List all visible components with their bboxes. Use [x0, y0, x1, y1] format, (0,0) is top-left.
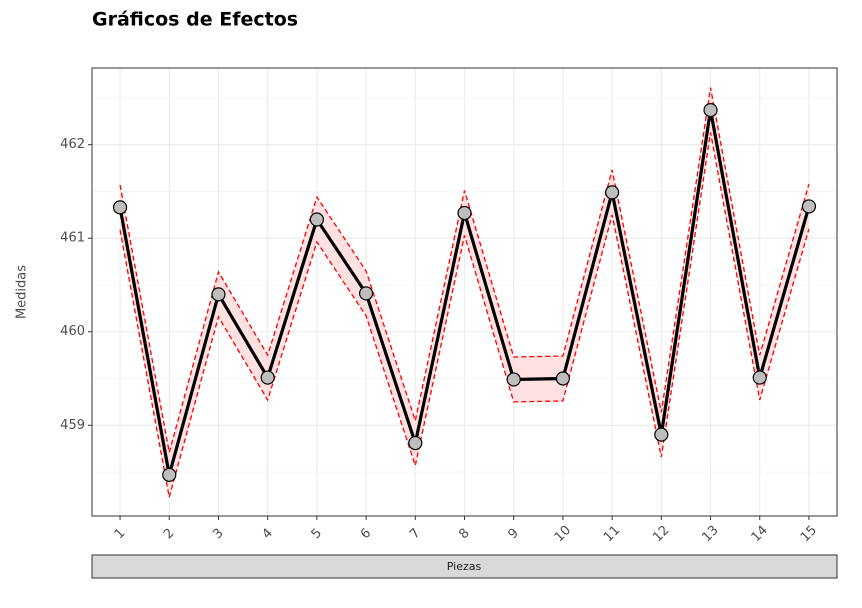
point [506, 372, 521, 387]
x-tick-label: 11 [601, 523, 623, 545]
x-tick-label: 13 [699, 523, 721, 545]
point [260, 370, 275, 385]
point [654, 427, 669, 442]
point [358, 286, 374, 301]
point [309, 212, 324, 227]
point [605, 185, 620, 200]
x-tick-label: 14 [749, 523, 771, 545]
x-tick-label: 5 [309, 526, 325, 542]
x-tick-label: 4 [259, 526, 275, 542]
y-tick-label: 459 [60, 418, 85, 433]
x-tick-label: 2 [161, 526, 177, 542]
interval-lower [119, 132, 810, 498]
point [211, 287, 226, 302]
x-tick-label: 3 [210, 526, 226, 542]
x-tick-label: 12 [650, 523, 672, 545]
strip [91, 554, 838, 579]
x-tick-label: 6 [358, 526, 374, 542]
point [555, 371, 571, 386]
x-tick-label: 15 [798, 523, 820, 545]
x-tick-label: 10 [552, 523, 574, 545]
x-tick-label: 7 [407, 526, 423, 542]
point [752, 370, 767, 385]
point [457, 205, 472, 221]
point [703, 102, 718, 118]
y-tick-label: 461 [60, 231, 85, 246]
panel-border [91, 67, 838, 517]
x-axis-label: Piezas [447, 560, 482, 573]
point [408, 435, 423, 451]
x-tick-label: 9 [505, 526, 521, 542]
point [162, 467, 177, 482]
y-tick-label: 460 [60, 324, 85, 339]
point [801, 199, 817, 214]
x-tick-label: 1 [112, 526, 128, 542]
x-tick-label: 8 [456, 526, 472, 542]
interval-upper [119, 87, 810, 453]
point [112, 200, 128, 215]
y-axis-label: Medidas [15, 265, 30, 319]
y-tick-label: 462 [60, 137, 85, 152]
chart-title: Gráficos de Efectos [92, 9, 298, 31]
